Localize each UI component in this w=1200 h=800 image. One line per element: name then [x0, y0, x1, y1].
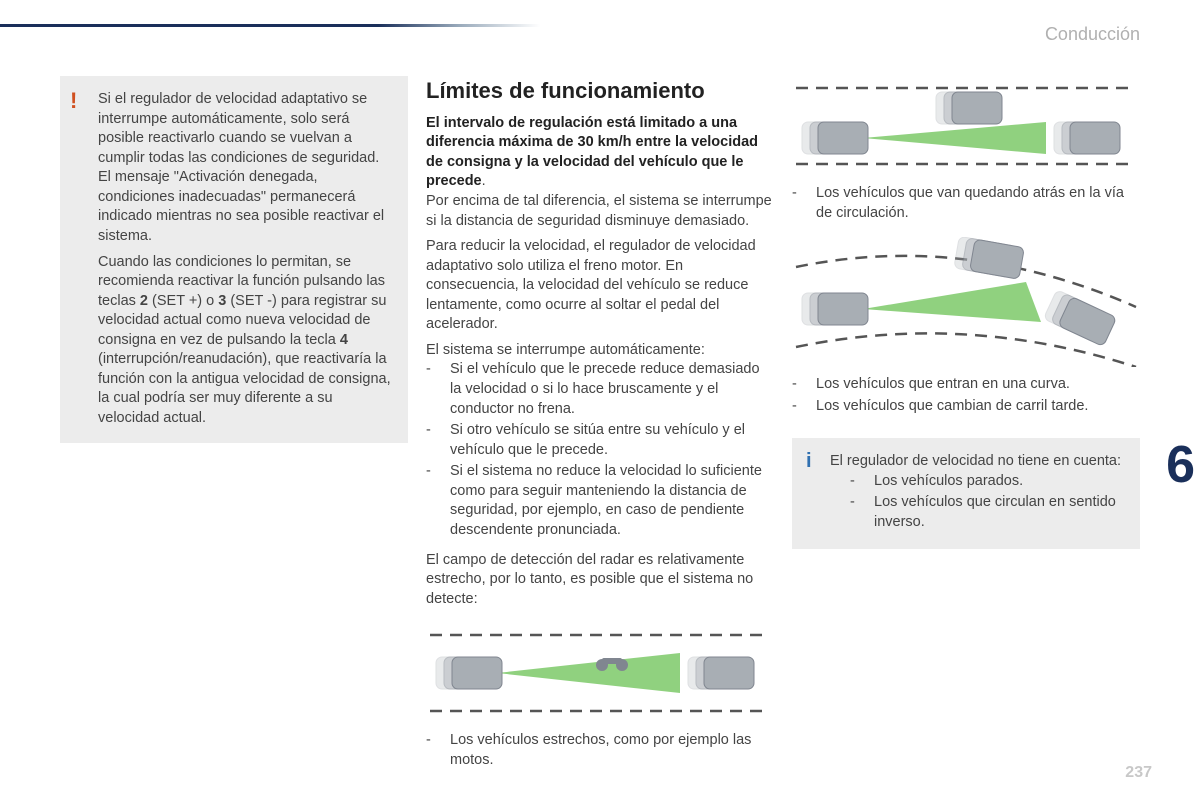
interrupt-list: Si el vehículo que le precede reduce dem… — [426, 360, 774, 540]
paragraph-3: El sistema se interrumpe automáticamente… — [426, 341, 774, 361]
list-item: Si el vehículo que le precede reduce dem… — [426, 360, 774, 419]
fig3-caption-1: Los vehículos que entran en una curva. — [792, 375, 1140, 395]
chapter-number: 6 — [1166, 435, 1195, 495]
warning-icon: ! — [70, 86, 77, 116]
fig3-caption-list: Los vehículos que entran en una curva. L… — [792, 375, 1140, 416]
fig2-caption-list: Los vehículos que van quedando atrás en … — [792, 184, 1140, 223]
fig1-caption: Los vehículos estrechos, como por ejempl… — [426, 731, 774, 770]
info-icon: i — [806, 448, 812, 475]
key-4: 4 — [340, 332, 348, 348]
info-callout: i El regulador de velocidad no tiene en … — [792, 438, 1140, 548]
info-list-item: Los vehículos que circulan en sentido in… — [830, 493, 1126, 532]
set-plus-text: (SET +) o — [148, 293, 218, 309]
figure-curve-vehicles — [792, 237, 1140, 367]
warning-callout: ! Si el regulador de velocidad adaptativ… — [60, 76, 408, 443]
bold-intro: El intervalo de regulación está limitado… — [426, 114, 774, 192]
warning-text-part-b: (interrupción/reanudación), que reactiva… — [98, 351, 391, 426]
list-item: Si el sistema no reduce la velocidad lo … — [426, 462, 774, 540]
info-text: El regulador de velocidad no tiene en cu… — [830, 452, 1126, 472]
info-list-item: Los vehículos parados. — [830, 472, 1126, 492]
list-item: Si otro vehículo se sitúa entre su vehíc… — [426, 421, 774, 460]
column-1: ! Si el regulador de velocidad adaptativ… — [60, 76, 408, 772]
period: . — [482, 173, 486, 189]
paragraph-4: El campo de detección del radar es relat… — [426, 551, 774, 610]
fig3-caption-2: Los vehículos que cambian de carril tard… — [792, 397, 1140, 417]
column-3: Los vehículos que van quedando atrás en … — [792, 76, 1140, 772]
figure-behind-vehicles — [792, 76, 1140, 176]
paragraph-1: Por encima de tal diferencia, el sistema… — [426, 192, 774, 231]
section-label: Conducción — [1045, 24, 1140, 45]
content-columns: ! Si el regulador de velocidad adaptativ… — [60, 76, 1140, 772]
limits-heading: Límites de funcionamiento — [426, 76, 774, 106]
bold-intro-text: El intervalo de regulación está limitado… — [426, 115, 758, 190]
column-2: Límites de funcionamiento El intervalo d… — [426, 76, 774, 772]
warning-paragraph-1: Si el regulador de velocidad adaptativo … — [98, 90, 394, 247]
warning-paragraph-2: Cuando las condiciones lo permitan, se r… — [98, 253, 394, 429]
paragraph-2: Para reducir la velocidad, el regulador … — [426, 237, 774, 335]
figure-narrow-vehicles — [426, 623, 774, 723]
key-2: 2 — [140, 293, 148, 309]
header-accent-bar — [0, 24, 540, 27]
info-list: Los vehículos parados. Los vehículos que… — [830, 472, 1126, 533]
fig1-caption-list: Los vehículos estrechos, como por ejempl… — [426, 731, 774, 770]
fig2-caption: Los vehículos que van quedando atrás en … — [792, 184, 1140, 223]
